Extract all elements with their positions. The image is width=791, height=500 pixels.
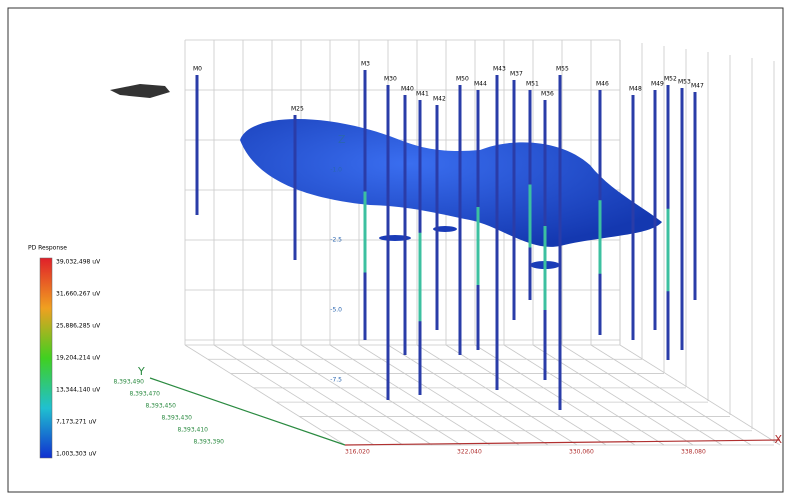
grid-line <box>213 344 375 446</box>
x-axis-label: X <box>774 433 782 446</box>
legend-label: 13,344,140 uV <box>56 387 101 394</box>
y-tick-label: 8,393,470 <box>129 391 160 398</box>
axis-line <box>344 439 781 446</box>
grid-line <box>358 344 520 446</box>
well-label: M50 <box>456 76 469 83</box>
well-label: M49 <box>651 81 664 88</box>
well-label: M48 <box>629 86 642 93</box>
grid-line <box>300 344 462 446</box>
z-tick-label: -7.5 <box>330 377 342 384</box>
well-label: M52 <box>664 76 677 83</box>
colorbar <box>39 257 53 459</box>
ticks: 316,020 322,040 330,060 338,080 8,393,490 8,3… <box>113 167 706 456</box>
y-tick-label: 8,393,390 <box>193 439 224 446</box>
well-label: M30 <box>384 76 397 83</box>
well-label: M37 <box>510 71 523 78</box>
grid-line <box>416 344 578 446</box>
well-label: M44 <box>474 81 487 88</box>
well-label: M43 <box>493 66 506 73</box>
legend-label: 39,032,498 uV <box>56 259 101 266</box>
well-label: M41 <box>416 91 429 98</box>
well-label: M53 <box>678 79 691 86</box>
anomaly-lens <box>433 226 457 232</box>
well-label: M25 <box>291 106 304 113</box>
y-tick-label: 8,393,410 <box>177 427 208 434</box>
grid-line <box>619 344 781 446</box>
x-tick-label: 322,040 <box>457 449 482 456</box>
y-axis-label: Y <box>137 365 145 378</box>
well-label: M40 <box>401 86 414 93</box>
axis-line <box>149 377 346 446</box>
legend-title: PD Response <box>28 245 67 252</box>
well-label: M3 <box>361 61 370 68</box>
anomaly-body <box>240 119 662 247</box>
well-label: M42 <box>433 96 446 103</box>
legend-label: 31,660,267 uV <box>56 291 101 298</box>
grid-line <box>184 344 346 446</box>
legend-label: 19,204,214 uV <box>56 355 101 362</box>
grid-line <box>387 344 549 446</box>
y-tick-label: 8,393,430 <box>161 415 192 422</box>
legend-label: 1,003,303 uV <box>56 451 97 458</box>
y-tick-label: 8,393,450 <box>145 403 176 410</box>
x-tick-label: 316,020 <box>345 449 370 456</box>
grid-line <box>271 344 433 446</box>
grid-line <box>503 344 665 446</box>
grid-line <box>590 344 752 446</box>
well-label: M55 <box>556 66 569 73</box>
grid-line <box>474 344 636 446</box>
legend-label: 25,886,285 uV <box>56 323 101 330</box>
well-label: M51 <box>526 81 539 88</box>
z-axis-label: Z <box>338 133 346 146</box>
well-label: M46 <box>596 81 609 88</box>
grid-line <box>329 344 491 446</box>
surface-feature <box>110 84 170 98</box>
legend-label: 7,173,271 uV <box>56 419 97 426</box>
x-tick-label: 330,060 <box>569 449 594 456</box>
grid-line <box>445 344 607 446</box>
well-label: M36 <box>541 91 554 98</box>
well-label: M0 <box>193 66 202 73</box>
z-tick-label: -5.0 <box>330 307 342 314</box>
well-label: M47 <box>691 83 704 90</box>
y-tick-label: 8,393,490 <box>113 379 144 386</box>
grid-line <box>242 344 404 446</box>
x-tick-label: 338,080 <box>681 449 706 456</box>
z-tick-label: -2.5 <box>330 237 342 244</box>
legend-labels: 39,032,498 uV 31,660,267 uV 25,886,285 uV 1… <box>56 259 101 458</box>
grid-line <box>561 344 723 446</box>
z-tick-label: -1.0 <box>330 167 342 174</box>
